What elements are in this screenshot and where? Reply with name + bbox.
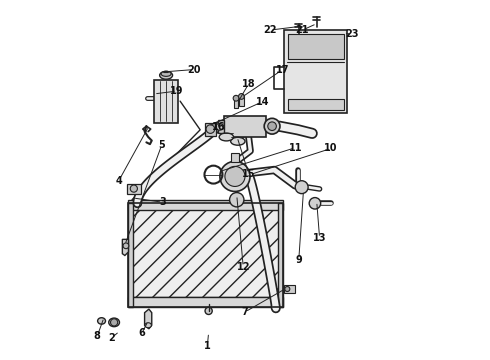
- Text: 18: 18: [242, 79, 255, 89]
- Polygon shape: [145, 309, 152, 329]
- Circle shape: [220, 161, 250, 192]
- Circle shape: [268, 122, 276, 131]
- Circle shape: [123, 243, 129, 249]
- Circle shape: [239, 94, 245, 99]
- Text: 12: 12: [237, 262, 250, 272]
- Bar: [288, 34, 343, 59]
- Bar: [128, 297, 283, 307]
- Text: 7: 7: [242, 307, 248, 317]
- Text: 14: 14: [255, 97, 269, 107]
- Text: 23: 23: [345, 29, 359, 39]
- Circle shape: [130, 185, 137, 192]
- Circle shape: [233, 95, 239, 101]
- Text: 19: 19: [170, 86, 184, 96]
- Polygon shape: [122, 239, 128, 256]
- Ellipse shape: [109, 318, 120, 327]
- Circle shape: [309, 198, 320, 209]
- Text: 5: 5: [158, 140, 165, 150]
- Text: 10: 10: [324, 143, 338, 153]
- Circle shape: [111, 319, 118, 326]
- Text: 9: 9: [295, 255, 302, 265]
- Ellipse shape: [98, 318, 105, 324]
- Text: 13: 13: [313, 233, 326, 243]
- Bar: [128, 203, 133, 307]
- Text: 15: 15: [242, 168, 255, 179]
- Bar: [154, 80, 178, 123]
- Text: 11: 11: [289, 143, 302, 153]
- Bar: [239, 96, 244, 107]
- Bar: [231, 153, 239, 162]
- Bar: [224, 116, 266, 136]
- Bar: [126, 184, 141, 194]
- Text: 2: 2: [108, 333, 115, 343]
- Text: 20: 20: [187, 64, 201, 75]
- Circle shape: [225, 166, 245, 186]
- Ellipse shape: [145, 323, 151, 328]
- Text: 6: 6: [138, 328, 145, 338]
- Text: 16: 16: [213, 122, 226, 132]
- Text: 8: 8: [94, 331, 100, 341]
- Ellipse shape: [219, 133, 234, 141]
- Ellipse shape: [214, 124, 224, 130]
- Bar: [285, 30, 347, 113]
- Ellipse shape: [205, 307, 212, 315]
- Bar: [278, 203, 283, 307]
- Bar: [128, 203, 283, 307]
- Bar: [205, 123, 216, 136]
- Circle shape: [264, 118, 280, 134]
- Text: 17: 17: [276, 64, 290, 75]
- Bar: [128, 200, 283, 210]
- Bar: [285, 285, 295, 293]
- Circle shape: [206, 125, 215, 134]
- Circle shape: [295, 181, 308, 194]
- Bar: [130, 208, 281, 297]
- Bar: [288, 99, 343, 110]
- Bar: [234, 98, 238, 108]
- Ellipse shape: [231, 137, 245, 145]
- Ellipse shape: [160, 71, 172, 79]
- Ellipse shape: [161, 71, 171, 76]
- Text: 22: 22: [263, 25, 277, 35]
- Ellipse shape: [285, 287, 290, 292]
- Text: 3: 3: [159, 197, 166, 207]
- Text: 21: 21: [295, 25, 309, 35]
- Circle shape: [230, 193, 244, 207]
- Bar: [218, 120, 224, 133]
- Text: 4: 4: [115, 176, 122, 186]
- Text: 1: 1: [204, 341, 211, 351]
